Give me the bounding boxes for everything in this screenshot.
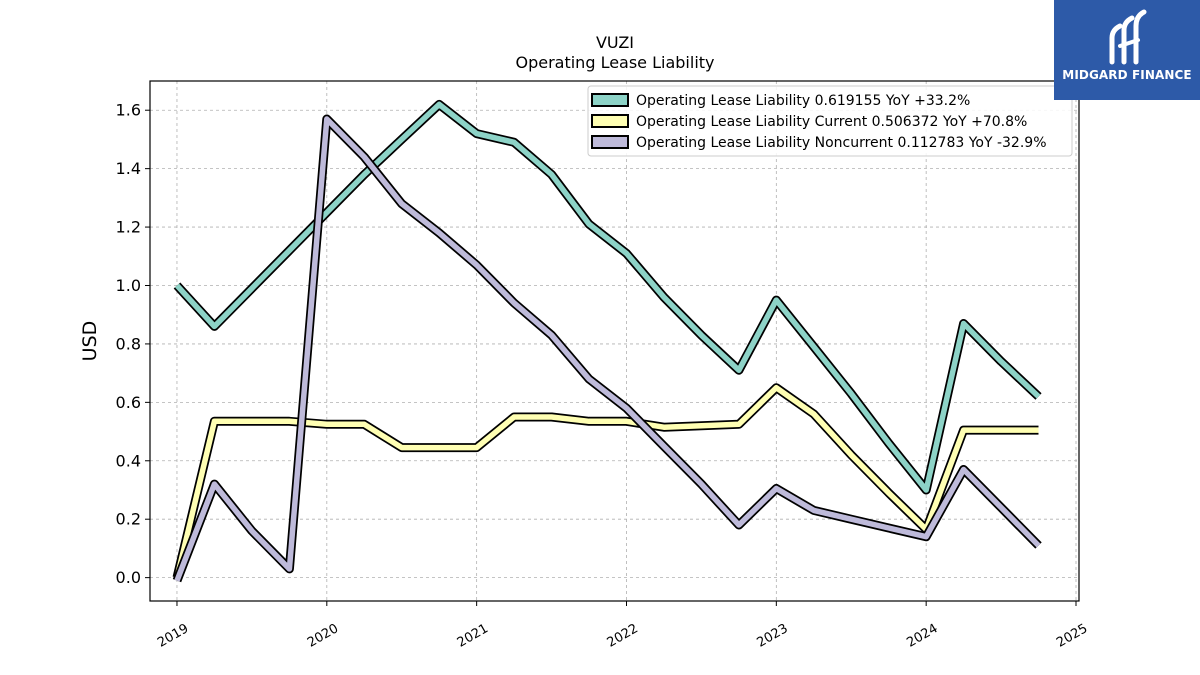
x-tick-label: 2022: [605, 621, 641, 651]
x-tick-label: 2025: [1054, 621, 1090, 651]
legend: Operating Lease Liability 0.619155 YoY +…: [587, 85, 1073, 157]
series-group: [172, 99, 1042, 583]
x-axis: 2019 2020 2021 2022 2023 2024 2025: [155, 601, 1090, 651]
series-1-line: [174, 384, 1039, 579]
y-tick-label: 1.6: [116, 101, 141, 120]
legend-box: [587, 85, 1073, 157]
y-tick-label: 1.2: [116, 218, 141, 237]
series-2-line: [174, 116, 1041, 582]
y-tick-label: 0.0: [116, 568, 141, 587]
x-tick-label: 2024: [904, 621, 940, 651]
legend-entry: Operating Lease Liability Noncurrent 0.1…: [636, 135, 1047, 151]
y-axis: 0.0 0.2 0.4 0.6 0.8 1.0 1.2 1.4 1.6: [116, 101, 150, 587]
midgard-finance-mark-icon: [1109, 9, 1147, 65]
series-0-outline: [173, 99, 1042, 495]
legend-swatch: [591, 114, 629, 128]
y-tick-label: 0.6: [116, 393, 141, 412]
legend-swatch: [591, 93, 629, 107]
x-tick-label: 2023: [754, 621, 790, 651]
y-axis-label: USD: [79, 321, 101, 362]
chart-title: VUZI: [596, 33, 634, 52]
midgard-finance-logo: MIDGARD FINANCE: [1054, 0, 1200, 100]
x-tick-label: 2019: [155, 621, 191, 651]
legend-swatch: [591, 135, 629, 149]
y-tick-label: 0.8: [116, 334, 141, 353]
y-tick-label: 0.2: [116, 510, 141, 529]
y-tick-label: 0.4: [116, 451, 141, 470]
x-tick-label: 2020: [305, 621, 341, 651]
series-0-line: [174, 101, 1041, 493]
x-tick-label: 2021: [455, 621, 491, 651]
plot-frame: [149, 80, 1080, 602]
legend-entry: Operating Lease Liability 0.619155 YoY +…: [636, 93, 970, 109]
y-tick-label: 1.4: [116, 159, 141, 178]
legend-entry: Operating Lease Liability Current 0.5063…: [636, 114, 1027, 130]
y-tick-label: 1.0: [116, 276, 141, 295]
chart-subtitle: Operating Lease Liability: [515, 53, 714, 72]
logo-text: MIDGARD FINANCE: [1062, 68, 1192, 82]
